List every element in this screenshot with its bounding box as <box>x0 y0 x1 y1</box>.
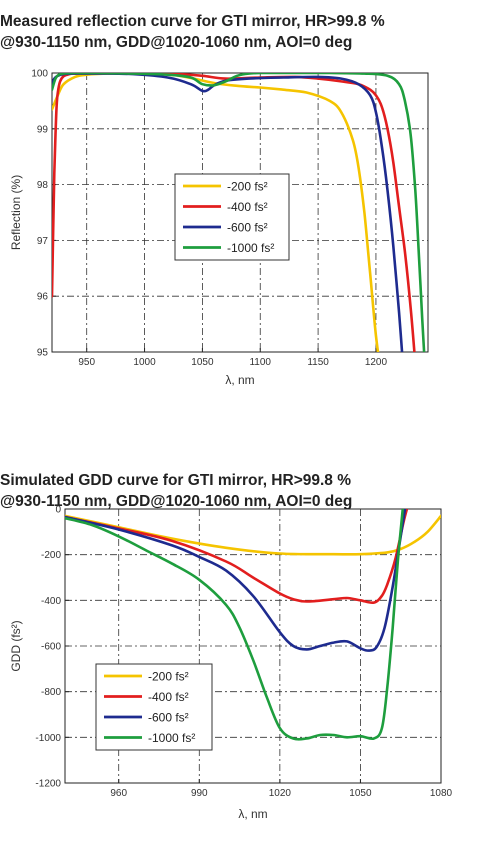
gdd-legend-label-0: -200 fs² <box>148 670 189 684</box>
reflection-ytick-label: 95 <box>37 348 49 359</box>
gdd-ytick-label: -1200 <box>35 779 61 790</box>
gdd-series-line-2 <box>65 509 407 652</box>
gdd-legend-label-2: -600 fs² <box>148 711 189 725</box>
chart-2-title-line-1: Simulated GDD curve for GTI mirror, HR>9… <box>0 472 352 489</box>
reflection-xtick-label: 1000 <box>133 357 156 368</box>
gdd-xtick-label: 1050 <box>349 788 372 799</box>
gdd-x-axis-label: λ, nm <box>238 807 267 821</box>
gdd-ytick-label: -200 <box>41 550 61 561</box>
gdd-ytick-label: -400 <box>41 596 61 607</box>
gdd-series-line-1 <box>65 509 409 605</box>
reflection-series-line-1 <box>52 73 416 352</box>
gdd-ytick-label: 0 <box>55 505 61 516</box>
gdd-xtick-label: 1080 <box>430 788 453 799</box>
reflection-legend-label-2: -600 fs² <box>227 221 268 235</box>
gdd-ytick-label: -800 <box>41 687 61 698</box>
chart-2-title-line-2: @930-1150 nm, GDD@1020-1060 nm, AOI=0 de… <box>0 493 353 510</box>
reflection-ytick-label: 98 <box>37 180 49 191</box>
gdd-series-line-0 <box>65 514 441 556</box>
gdd-series-line-3 <box>65 509 405 741</box>
reflection-legend-box <box>174 173 290 261</box>
chart-2-title: Simulated GDD curve for GTI mirror, HR>9… <box>0 470 500 512</box>
reflection-legend-label-3: -1000 fs² <box>227 241 274 255</box>
chart-1-title: Measured reflection curve for GTI mirror… <box>0 11 500 53</box>
reflection-ytick-label: 100 <box>31 69 48 80</box>
gdd-legend-box <box>95 663 213 751</box>
reflection-xtick-label: 1050 <box>191 357 214 368</box>
reflection-series-group <box>52 73 426 352</box>
chart-1-title-line-1: Measured reflection curve for GTI mirror… <box>0 13 385 30</box>
gdd-legend-label-3: -1000 fs² <box>148 731 195 745</box>
gdd-xtick-label: 960 <box>110 788 127 799</box>
gdd-y-axis-label: GDD (fs²) <box>9 620 23 671</box>
reflection-x-axis-label: λ, nm <box>225 373 254 387</box>
gdd-xtick-label: 990 <box>191 788 208 799</box>
reflection-ytick-label: 97 <box>37 236 49 247</box>
reflection-series-line-0 <box>52 73 380 352</box>
reflection-legend-label-1: -400 fs² <box>227 200 268 214</box>
reflection-series-line-3 <box>52 73 426 352</box>
chart-1-title-line-2: @930-1150 nm, GDD@1020-1060 nm, AOI=0 de… <box>0 34 353 51</box>
reflection-ytick-label: 99 <box>37 124 49 135</box>
reflection-y-axis-label: Reflection (%) <box>9 175 23 250</box>
reflection-legend-label-0: -200 fs² <box>227 180 268 194</box>
gdd-ytick-label: -1000 <box>35 733 61 744</box>
gdd-series-group <box>65 509 441 741</box>
reflection-ytick-label: 96 <box>37 292 49 303</box>
reflection-plot-frame <box>51 72 429 353</box>
reflection-xtick-label: 1200 <box>365 357 388 368</box>
reflection-xtick-label: 1150 <box>307 357 329 368</box>
reflection-xtick-label: 950 <box>78 357 95 368</box>
gdd-ytick-label: -600 <box>41 642 61 653</box>
gdd-xtick-label: 1020 <box>269 788 292 799</box>
gdd-legend-label-1: -400 fs² <box>148 690 189 704</box>
reflection-xtick-label: 1100 <box>249 357 271 368</box>
